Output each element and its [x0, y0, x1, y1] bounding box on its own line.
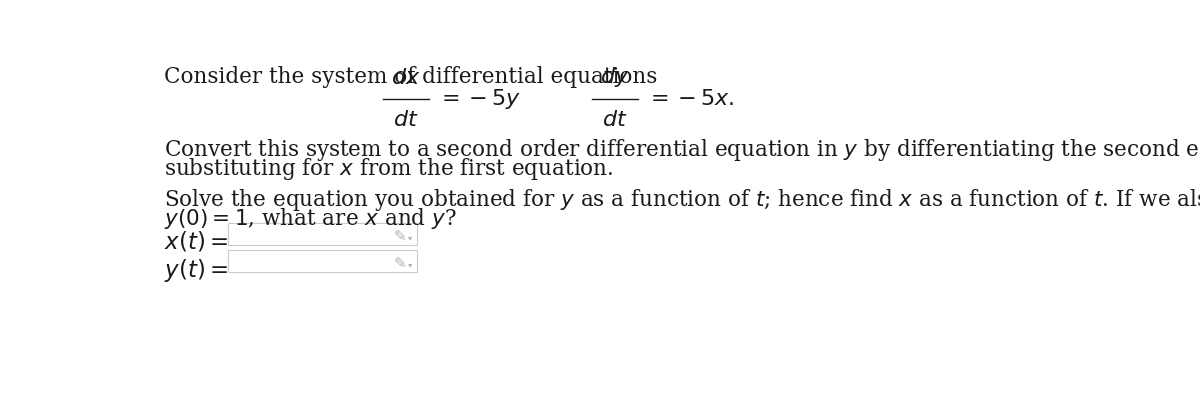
Text: ▾: ▾	[408, 260, 412, 269]
FancyBboxPatch shape	[228, 223, 418, 245]
Text: ✎: ✎	[394, 229, 407, 244]
Text: $y(t) =$: $y(t) =$	[164, 257, 228, 283]
Text: Convert this system to a second order differential equation in $y$ by differenti: Convert this system to a second order di…	[164, 137, 1200, 163]
Text: $x(t) =$: $x(t) =$	[164, 229, 228, 254]
Text: $dx$: $dx$	[391, 66, 420, 89]
Text: Consider the system of differential equations: Consider the system of differential equa…	[164, 66, 658, 87]
Text: ▾: ▾	[408, 233, 412, 242]
Text: $= -5x.$: $= -5x.$	[646, 88, 734, 110]
Text: $y(0) = 1$, what are $x$ and $y$?: $y(0) = 1$, what are $x$ and $y$?	[164, 206, 457, 232]
FancyBboxPatch shape	[228, 250, 418, 272]
Text: ✎: ✎	[394, 256, 407, 271]
Text: $dt$: $dt$	[392, 109, 419, 131]
Text: $dt$: $dt$	[602, 109, 628, 131]
Text: substituting for $x$ from the first equation.: substituting for $x$ from the first equa…	[164, 156, 613, 182]
Text: Solve the equation you obtained for $y$ as a function of $t$; hence find $x$ as : Solve the equation you obtained for $y$ …	[164, 187, 1200, 213]
Text: $= -5y$: $= -5y$	[437, 87, 521, 111]
Text: $dy$: $dy$	[600, 65, 630, 89]
